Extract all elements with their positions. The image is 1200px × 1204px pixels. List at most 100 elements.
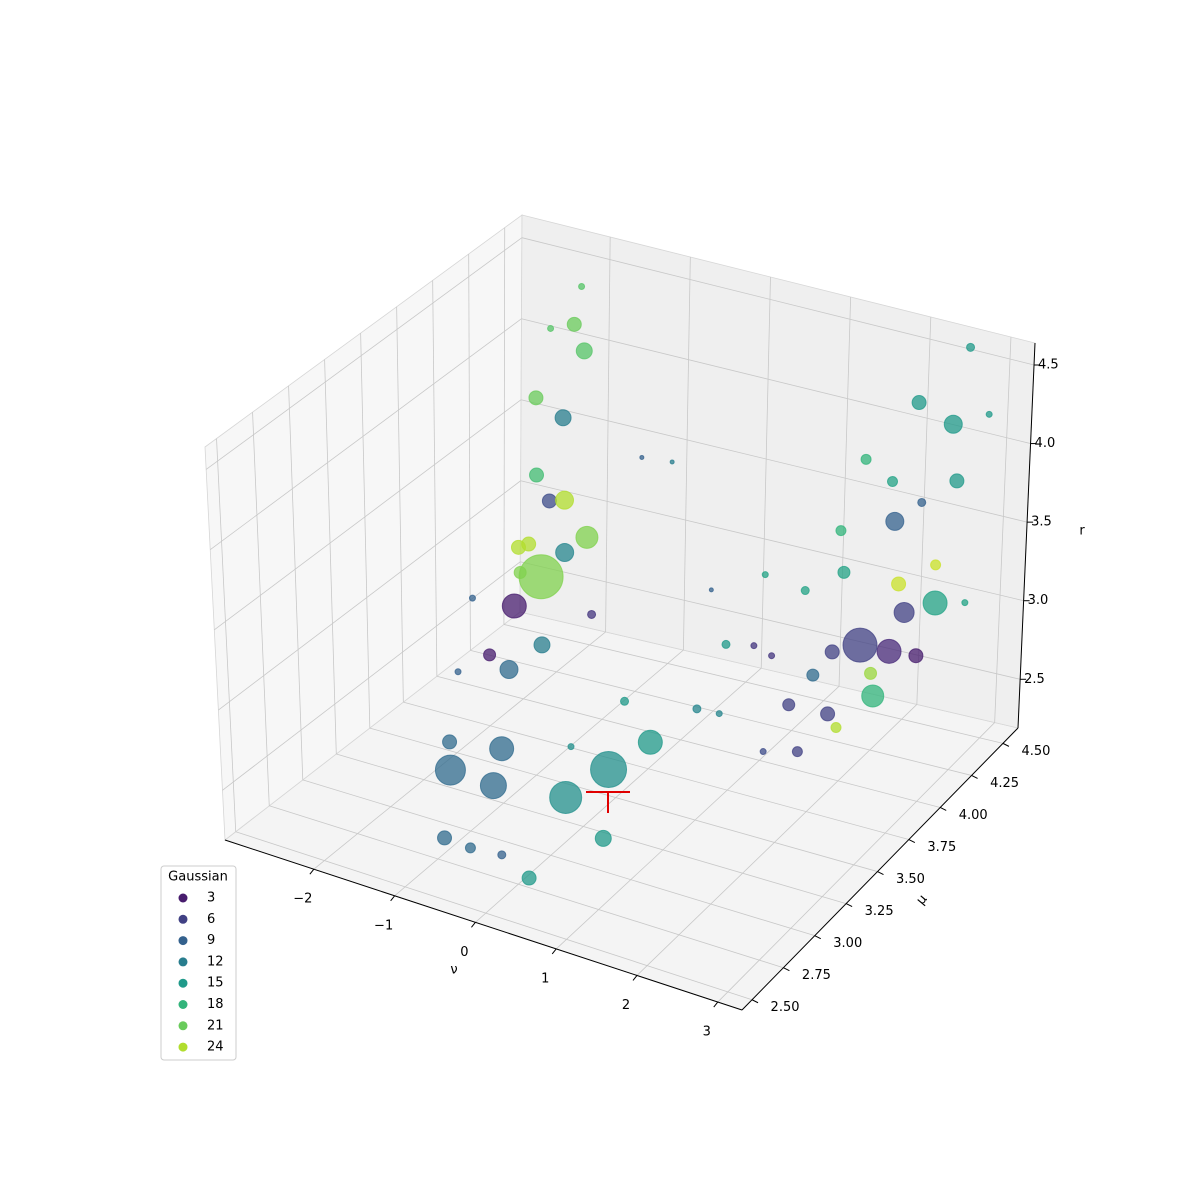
- scatter-point: [806, 668, 820, 682]
- grid-line: [324, 359, 337, 754]
- z-axis-label: r: [1079, 524, 1085, 539]
- scatter-point: [529, 467, 545, 483]
- y-tick-label: 4.50: [1021, 744, 1050, 759]
- scatter-point: [943, 414, 963, 434]
- grid-line: [436, 675, 941, 808]
- scatter-point: [549, 780, 583, 814]
- y-tick-label: 3.00: [833, 936, 862, 951]
- legend-label: 24: [207, 1040, 224, 1055]
- scatter-point: [768, 652, 776, 660]
- scatter-point: [501, 593, 527, 619]
- legend-marker: [178, 893, 188, 903]
- grid-line: [394, 649, 684, 897]
- scatter-point: [639, 454, 645, 460]
- scatter-point: [791, 746, 803, 758]
- legend-label: 21: [207, 1018, 224, 1033]
- grid-line: [994, 336, 1012, 723]
- grid-line: [521, 237, 1035, 366]
- tick-mark: [1002, 742, 1010, 747]
- scatter-point: [860, 453, 872, 465]
- legend-label: 6: [207, 912, 215, 927]
- scatter-point: [533, 636, 551, 654]
- scatter-point: [885, 511, 905, 531]
- legend-marker: [178, 1000, 188, 1009]
- grid-line: [214, 399, 522, 631]
- z-tick-label: 3.5: [1031, 515, 1052, 530]
- z-axis-line: [1017, 342, 1036, 729]
- scatter-point: [590, 751, 628, 789]
- legend-label: 18: [207, 997, 224, 1012]
- tick-mark: [845, 903, 853, 908]
- y-tick-label: 3.25: [865, 904, 894, 919]
- scatter-point: [961, 599, 969, 607]
- scatter-point: [891, 576, 907, 592]
- scatter-point: [759, 748, 767, 756]
- scatter-point: [864, 666, 878, 680]
- grid-line: [302, 779, 815, 937]
- tick-mark: [751, 999, 759, 1004]
- scatter-point: [594, 829, 612, 847]
- grid-line: [605, 236, 611, 632]
- tick-mark: [551, 948, 557, 955]
- scatter-point: [911, 395, 927, 411]
- scatter-point: [575, 342, 593, 360]
- tick-mark: [877, 871, 884, 876]
- panes: [204, 214, 1036, 1011]
- x-tick-label: 0: [460, 945, 468, 960]
- grid-line: [503, 227, 506, 625]
- legend-marker: [178, 1021, 188, 1031]
- scatter-point: [842, 627, 878, 663]
- scatter-point: [750, 642, 758, 650]
- grid-line: [683, 256, 691, 651]
- grid-line: [838, 296, 852, 687]
- scatter-point: [578, 283, 586, 291]
- y-tick-label: 2.50: [771, 1000, 800, 1015]
- scatter-point: [434, 754, 466, 786]
- legend-label: 3: [207, 891, 215, 906]
- grid-line: [205, 237, 523, 470]
- scatter-point: [922, 590, 948, 616]
- scatter-point: [554, 409, 572, 427]
- scatter-point: [893, 601, 915, 623]
- scatter-point: [782, 698, 796, 712]
- scatter-point: [566, 316, 582, 332]
- z-tick-label: 4.5: [1038, 358, 1059, 373]
- scatter-point: [521, 870, 537, 886]
- scatter-point: [830, 722, 842, 734]
- scatter-point: [669, 459, 675, 465]
- tick-mark: [632, 975, 638, 981]
- scatter-point: [489, 736, 515, 762]
- y-tick-label: 2.75: [802, 968, 831, 983]
- scatter-point: [437, 830, 453, 846]
- legend-marker: [178, 978, 188, 988]
- grid-line: [503, 624, 1004, 744]
- tick-mark: [713, 1001, 719, 1008]
- z-tick-label: 2.5: [1024, 672, 1045, 687]
- z-tick-label: 3.0: [1028, 593, 1049, 608]
- scatter-point: [985, 410, 993, 418]
- scatter-point: [620, 696, 630, 706]
- tick-mark: [971, 774, 978, 779]
- scatter-point: [800, 586, 810, 596]
- scatter-point: [555, 543, 575, 563]
- scatter-point: [715, 710, 723, 718]
- x-tick-label: −1: [374, 918, 393, 933]
- scatter-point: [541, 493, 557, 509]
- grid-line: [555, 686, 840, 950]
- y-tick-label: 3.75: [927, 840, 956, 855]
- scatter-point: [547, 324, 555, 332]
- scatter-point: [908, 648, 924, 664]
- scatter-point: [442, 734, 458, 750]
- scatter-point: [575, 525, 599, 549]
- scatter-point: [887, 476, 899, 488]
- scatter-point: [497, 850, 507, 860]
- x-tick-label: 2: [622, 998, 630, 1013]
- x-tick-label: 1: [541, 971, 549, 986]
- axes: −2 −1 0 1 2 3 2.50 2.75 3.00 3.25 3.50 3.75 4.00 4.25…: [224, 342, 1059, 1040]
- scatter-point: [966, 342, 976, 352]
- grid-line: [760, 276, 771, 669]
- grid-line: [520, 561, 1021, 680]
- grid-line: [916, 316, 932, 705]
- tick-mark: [390, 895, 396, 902]
- grid-line: [396, 306, 404, 703]
